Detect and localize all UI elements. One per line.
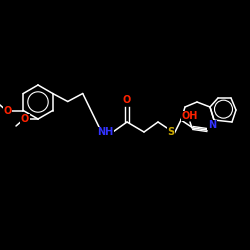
Text: NH: NH xyxy=(97,127,113,137)
Text: S: S xyxy=(168,127,174,137)
Text: O: O xyxy=(3,106,12,116)
Text: N: N xyxy=(208,120,216,130)
Text: O: O xyxy=(123,95,131,105)
Text: OH: OH xyxy=(182,111,198,121)
Text: O: O xyxy=(21,114,29,124)
